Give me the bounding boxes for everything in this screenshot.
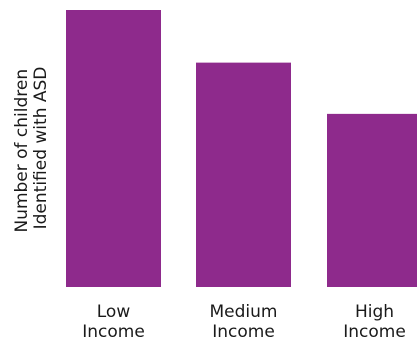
x-tick-label-low: Low Income — [82, 302, 145, 342]
y-axis-label: Number of children Identified with ASD — [12, 63, 51, 232]
x-tick-label-line: Medium — [210, 302, 278, 322]
bars-group — [66, 10, 417, 287]
y-axis-label-line-1: Number of children — [12, 69, 32, 233]
x-tick-label-line: High — [355, 302, 394, 322]
y-axis-label-line-2: Identified with ASD — [31, 67, 51, 230]
x-tick-label-line: Income — [212, 322, 275, 342]
x-tick-label-high: High Income — [343, 302, 406, 342]
bar-low — [66, 10, 161, 287]
x-tick-label-line: Low — [97, 302, 131, 322]
bar-high — [327, 113, 417, 287]
x-tick-label-line: Income — [82, 322, 145, 342]
x-tick-label-line: Income — [343, 322, 406, 342]
x-tick-label-medium: Medium Income — [210, 302, 278, 342]
bar-medium — [196, 62, 291, 287]
